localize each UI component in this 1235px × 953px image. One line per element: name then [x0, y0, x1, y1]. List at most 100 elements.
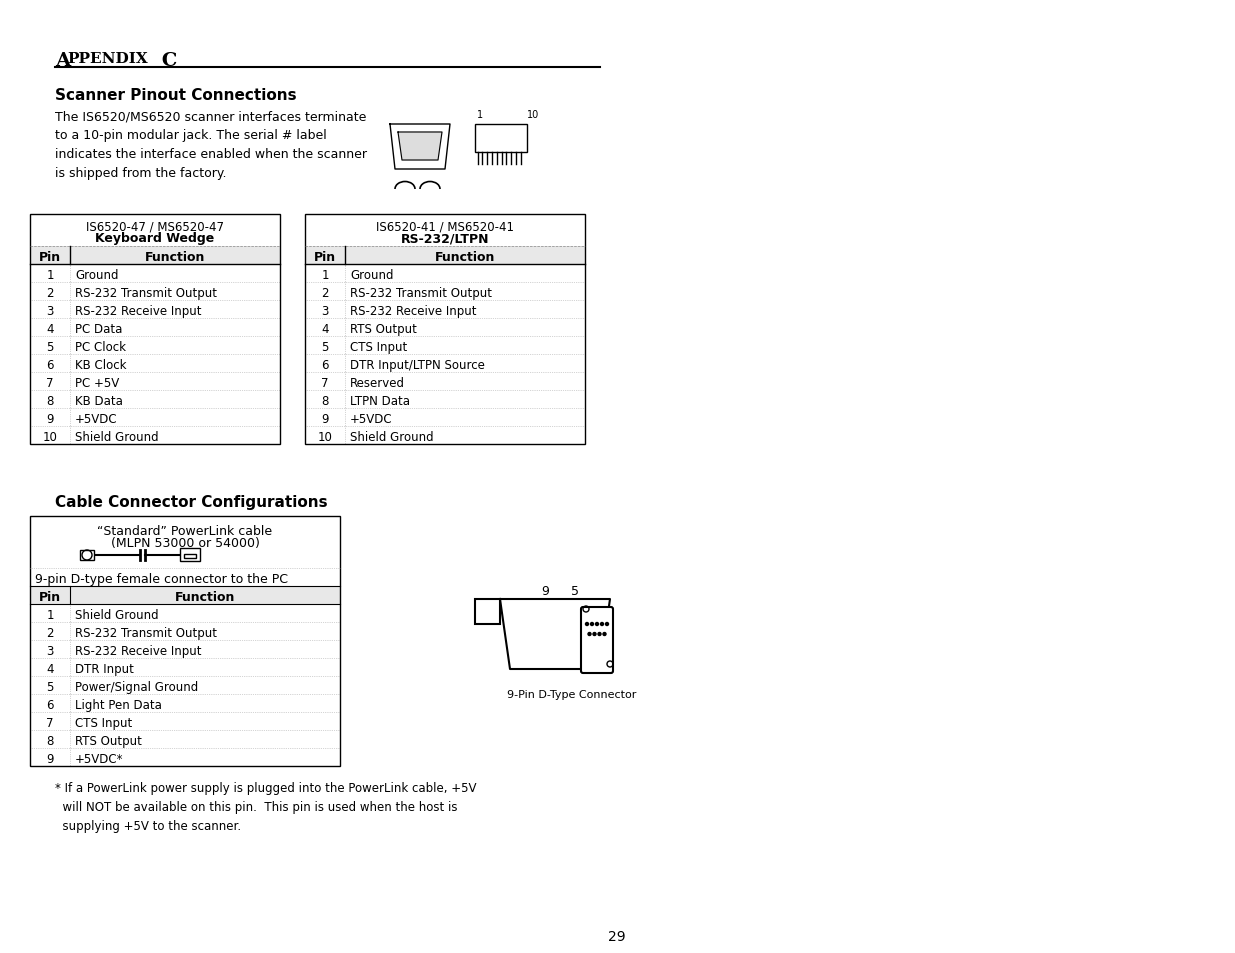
Circle shape — [585, 623, 589, 626]
Text: DTR Input/LTPN Source: DTR Input/LTPN Source — [350, 358, 485, 372]
Text: KB Data: KB Data — [75, 395, 122, 408]
Text: 5: 5 — [571, 584, 579, 598]
Text: A: A — [56, 52, 70, 70]
Circle shape — [595, 623, 599, 626]
Text: RS-232 Transmit Output: RS-232 Transmit Output — [350, 287, 492, 299]
Text: 9-pin D-type female connector to the PC: 9-pin D-type female connector to the PC — [35, 573, 288, 585]
Circle shape — [598, 633, 601, 636]
Circle shape — [588, 633, 592, 636]
Text: Shield Ground: Shield Ground — [75, 431, 158, 443]
Text: Light Pen Data: Light Pen Data — [75, 699, 162, 711]
Bar — [30, 247, 280, 265]
Text: 7: 7 — [321, 376, 329, 390]
Text: Pin: Pin — [314, 251, 336, 264]
Text: DTR Input: DTR Input — [75, 662, 133, 676]
Text: 5: 5 — [47, 340, 53, 354]
Text: Pin: Pin — [40, 251, 61, 264]
Text: 1: 1 — [477, 110, 483, 120]
Polygon shape — [398, 132, 442, 161]
Text: * If a PowerLink power supply is plugged into the PowerLink cable, +5V
  will NO: * If a PowerLink power supply is plugged… — [56, 781, 477, 832]
Text: Ground: Ground — [350, 269, 394, 282]
Text: Ground: Ground — [75, 269, 119, 282]
Text: 9: 9 — [321, 413, 329, 426]
Text: 9-Pin D-Type Connector: 9-Pin D-Type Connector — [508, 689, 637, 700]
Text: C: C — [156, 52, 178, 70]
Text: 5: 5 — [47, 680, 53, 693]
FancyBboxPatch shape — [580, 607, 613, 673]
Bar — [80, 551, 94, 560]
Text: PC Data: PC Data — [75, 323, 122, 335]
Text: RS-232 Receive Input: RS-232 Receive Input — [75, 305, 201, 317]
Text: 8: 8 — [47, 734, 53, 747]
Text: 9: 9 — [46, 413, 54, 426]
Circle shape — [603, 633, 606, 636]
Circle shape — [590, 623, 594, 626]
Text: Function: Function — [435, 251, 495, 264]
Text: CTS Input: CTS Input — [75, 717, 132, 729]
Text: (MLPN 53000 or 54000): (MLPN 53000 or 54000) — [111, 537, 259, 550]
Polygon shape — [390, 125, 450, 170]
Text: Function: Function — [175, 590, 235, 603]
Text: +5VDC: +5VDC — [350, 413, 393, 426]
Text: RS-232 Receive Input: RS-232 Receive Input — [75, 644, 201, 658]
Text: IS6520-41 / MS6520-41: IS6520-41 / MS6520-41 — [375, 220, 514, 233]
Bar — [305, 247, 585, 265]
Text: +5VDC*: +5VDC* — [75, 752, 124, 765]
Text: Keyboard Wedge: Keyboard Wedge — [95, 232, 215, 245]
Text: 10: 10 — [317, 431, 332, 443]
Text: 9: 9 — [541, 584, 548, 598]
Text: KB Clock: KB Clock — [75, 358, 126, 372]
Bar — [184, 555, 196, 558]
Text: 3: 3 — [47, 305, 53, 317]
Text: 4: 4 — [46, 323, 54, 335]
Text: RS-232 Transmit Output: RS-232 Transmit Output — [75, 287, 217, 299]
Text: PC +5V: PC +5V — [75, 376, 120, 390]
Text: RTS Output: RTS Output — [75, 734, 142, 747]
Text: PC Clock: PC Clock — [75, 340, 126, 354]
Text: 2: 2 — [46, 287, 54, 299]
Text: LTPN Data: LTPN Data — [350, 395, 410, 408]
Text: The IS6520/MS6520 scanner interfaces terminate
to a 10-pin modular jack. The ser: The IS6520/MS6520 scanner interfaces ter… — [56, 110, 367, 180]
Text: Scanner Pinout Connections: Scanner Pinout Connections — [56, 88, 296, 103]
Bar — [30, 214, 280, 444]
Text: 1: 1 — [46, 269, 54, 282]
Text: 6: 6 — [46, 699, 54, 711]
Text: 5: 5 — [321, 340, 329, 354]
Text: Function: Function — [144, 251, 205, 264]
Text: PPENDIX: PPENDIX — [67, 52, 148, 66]
Circle shape — [593, 633, 597, 636]
Text: RS-232 Transmit Output: RS-232 Transmit Output — [75, 626, 217, 639]
Text: Shield Ground: Shield Ground — [75, 608, 158, 621]
Text: Shield Ground: Shield Ground — [350, 431, 433, 443]
Text: 10: 10 — [527, 110, 540, 120]
Text: 4: 4 — [321, 323, 329, 335]
Bar — [180, 548, 200, 561]
Bar — [475, 599, 500, 624]
Polygon shape — [500, 599, 610, 669]
Text: 10: 10 — [42, 431, 58, 443]
Text: RS-232/LTPN: RS-232/LTPN — [400, 232, 489, 245]
Text: Pin: Pin — [40, 590, 61, 603]
Text: 29: 29 — [608, 929, 626, 943]
Text: Cable Connector Configurations: Cable Connector Configurations — [56, 495, 327, 510]
Text: 9: 9 — [46, 752, 54, 765]
Text: 7: 7 — [46, 717, 54, 729]
Text: Reserved: Reserved — [350, 376, 405, 390]
Text: +5VDC: +5VDC — [75, 413, 117, 426]
Bar — [30, 586, 340, 604]
Text: “Standard” PowerLink cable: “Standard” PowerLink cable — [98, 524, 273, 537]
Text: RS-232 Receive Input: RS-232 Receive Input — [350, 305, 477, 317]
Bar — [475, 125, 527, 152]
Text: 6: 6 — [46, 358, 54, 372]
Bar — [30, 517, 340, 766]
Text: 1: 1 — [321, 269, 329, 282]
Text: 1: 1 — [46, 608, 54, 621]
Text: IS6520-47 / MS6520-47: IS6520-47 / MS6520-47 — [86, 220, 224, 233]
Circle shape — [600, 623, 604, 626]
Text: 6: 6 — [321, 358, 329, 372]
Circle shape — [605, 623, 609, 626]
Text: Power/Signal Ground: Power/Signal Ground — [75, 680, 199, 693]
Text: 3: 3 — [321, 305, 329, 317]
Text: 7: 7 — [46, 376, 54, 390]
Text: CTS Input: CTS Input — [350, 340, 408, 354]
